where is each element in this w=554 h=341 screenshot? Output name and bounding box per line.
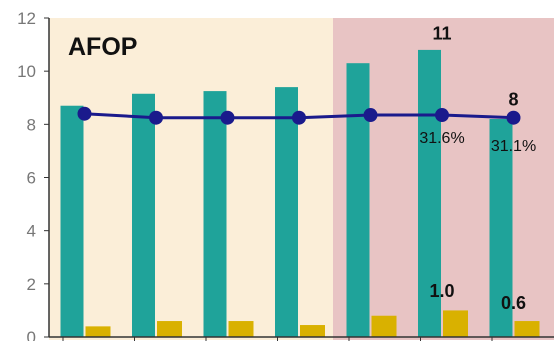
y-tick-label: 6 <box>27 169 36 188</box>
data-label: 31.6% <box>419 130 464 147</box>
teal-bar <box>418 49 441 338</box>
y-tick-label: 2 <box>27 275 36 294</box>
gold-bar <box>228 321 254 337</box>
gold-bar <box>300 325 325 337</box>
y-tick-label: 4 <box>27 222 36 241</box>
teal-bar <box>60 105 84 337</box>
teal-bar <box>489 119 513 338</box>
data-label: 31.1% <box>491 138 536 155</box>
gold-bar <box>157 321 182 337</box>
teal-bar <box>275 87 298 337</box>
teal-bar <box>132 93 155 337</box>
y-tick-label: 8 <box>27 115 36 134</box>
data-label: 8 <box>508 90 518 110</box>
gold-bar <box>371 315 397 337</box>
trend-line-point <box>435 108 449 123</box>
data-labels: 11 8 31.6% 31.1% 1.0 0.6 <box>419 23 536 313</box>
y-tick-label: 0 <box>27 328 36 341</box>
chart-background-right <box>333 18 554 340</box>
teal-bars <box>60 49 513 338</box>
trend-line-point <box>149 110 163 125</box>
teal-bar <box>203 91 227 338</box>
trend-line-point <box>220 110 235 125</box>
trend-line <box>77 106 521 125</box>
y-tick-label: 12 <box>17 9 36 28</box>
trend-line-point <box>77 106 92 121</box>
gold-bar <box>443 310 468 337</box>
y-tick-label: 10 <box>17 62 36 81</box>
y-axis-ticks: 0 2 4 6 8 10 12 <box>17 9 49 341</box>
trend-line-point <box>292 110 306 125</box>
teal-bar <box>346 63 370 338</box>
gold-bar <box>514 321 540 337</box>
data-label: 11 <box>432 23 451 43</box>
axes <box>48 18 554 341</box>
data-label: 0.6 <box>501 293 526 313</box>
trend-line-point <box>363 108 378 123</box>
chart-title: AFOP <box>68 33 137 61</box>
gold-bar <box>85 326 111 337</box>
trend-line-point <box>506 110 521 125</box>
gold-bars <box>85 310 540 337</box>
data-label: 1.0 <box>429 281 454 301</box>
